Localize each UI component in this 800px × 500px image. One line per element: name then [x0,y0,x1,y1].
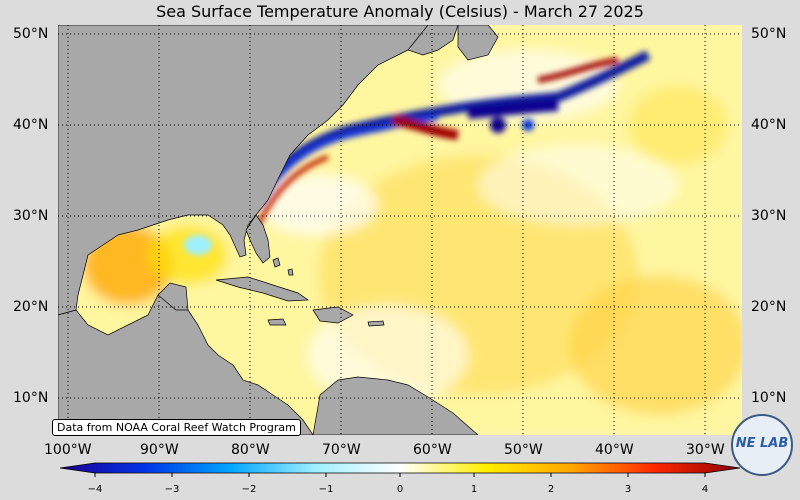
colorbar-tick: −3 [164,484,180,495]
land [58,25,499,435]
colorbar-tick: 2 [547,484,555,495]
lat-label-left-50n: 50°N [13,26,49,42]
lon-label-70w: 70°W [322,442,361,458]
lon-label-40w: 40°W [595,442,634,458]
lat-label-left-10n: 10°N [13,390,49,406]
data-credit: Data from NOAA Coral Reef Watch Program [52,419,301,436]
lat-label-right-10n: 10°N [751,390,787,406]
colorbar-gradient [59,462,741,477]
lon-label-50w: 50°W [504,442,543,458]
lon-label-60w: 60°W [413,442,452,458]
colorbar-tick: −1 [318,484,334,495]
lat-label-right-40n: 40°N [751,117,787,133]
colorbar-tick: −2 [241,484,257,495]
lon-label-80w: 80°W [231,442,270,458]
colorbar-tick: 0 [396,484,404,495]
colorbar-tick: 3 [624,484,632,495]
map-title: Sea Surface Temperature Anomaly (Celsius… [156,2,644,21]
colorbar: −4 −3 −2 −1 0 1 2 3 4 [59,462,741,498]
colorbar-tick: 4 [701,484,709,495]
logo-text: NE LAB [735,436,789,451]
lon-label-30w: 30°W [686,442,725,458]
lat-label-right-30n: 30°N [751,208,787,224]
lon-label-90w: 90°W [140,442,179,458]
lab-logo: NE LAB [731,414,793,476]
graticule [58,25,742,435]
colorbar-tick: −4 [87,484,103,495]
map-canvas [58,25,742,435]
lon-label-100w: 100°W [44,442,92,458]
lat-label-right-50n: 50°N [751,26,787,42]
sst-map [58,25,742,435]
lat-label-left-40n: 40°N [13,117,49,133]
lat-label-right-20n: 20°N [751,299,787,315]
lat-label-left-20n: 20°N [13,299,49,315]
lat-label-left-30n: 30°N [13,208,49,224]
colorbar-tick: 1 [470,484,478,495]
